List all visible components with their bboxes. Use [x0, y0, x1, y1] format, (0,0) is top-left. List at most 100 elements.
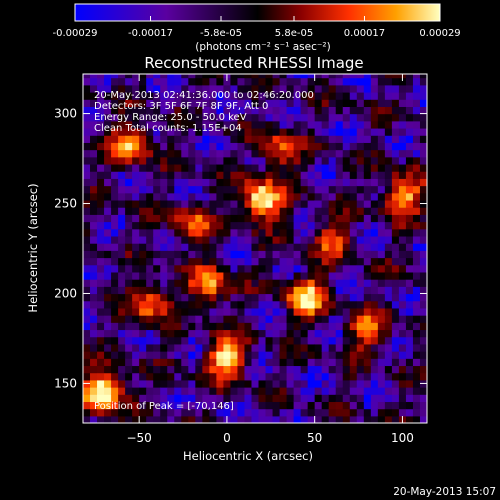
heatmap-cell [321, 358, 330, 367]
heatmap-cell [104, 163, 112, 172]
heatmap-cell [160, 401, 168, 410]
heatmap-cell [405, 408, 414, 417]
heatmap-cell [363, 84, 372, 93]
heatmap-cell [286, 379, 295, 388]
heatmap-cell [160, 149, 168, 158]
heatmap-cell [251, 192, 260, 201]
heatmap-cell [202, 77, 210, 86]
heatmap-cell [251, 135, 260, 143]
heatmap-cell [90, 77, 98, 86]
heatmap-cell [90, 293, 98, 302]
heatmap-cell [216, 300, 225, 309]
heatmap-cell [181, 300, 189, 309]
heatmap-cell [153, 279, 161, 287]
heatmap-cell [83, 415, 91, 423]
heatmap-cell [139, 106, 147, 115]
heatmap-cell [335, 336, 344, 345]
heatmap-cell [286, 74, 295, 79]
heatmap-cell [419, 120, 427, 129]
heatmap-cell [286, 343, 295, 352]
heatmap-cell [251, 322, 260, 331]
heatmap-cell [251, 271, 260, 280]
colorbar-unit-label: (photons cm⁻² s⁻¹ asec⁻²) [195, 41, 330, 53]
heatmap-cell [139, 307, 147, 316]
heatmap-cell [97, 372, 105, 381]
heatmap-cell [153, 84, 161, 93]
heatmap-cell [405, 214, 414, 223]
heatmap-cell [258, 221, 267, 230]
heatmap-cell [363, 199, 372, 208]
heatmap-cell [125, 322, 133, 331]
heatmap-cell [349, 171, 358, 179]
heatmap-cell [391, 286, 400, 295]
heatmap-cell [307, 163, 316, 172]
heatmap-cell [104, 315, 112, 323]
heatmap-cell [83, 264, 91, 273]
heatmap-cell [314, 228, 323, 237]
heatmap-cell [167, 401, 175, 410]
heatmap-cell [90, 358, 98, 367]
heatmap-cell [104, 365, 112, 374]
heatmap-cell [237, 178, 246, 187]
heatmap-cell [83, 214, 91, 223]
heatmap-cell [293, 171, 302, 179]
heatmap-cell [377, 207, 386, 215]
heatmap-cell [356, 379, 365, 388]
heatmap-cell [230, 185, 239, 194]
heatmap-cell [370, 257, 379, 266]
heatmap-cell [237, 329, 246, 338]
heatmap-cell [146, 293, 154, 302]
heatmap-cell [153, 343, 161, 352]
heatmap-cell [181, 408, 189, 417]
heatmap-cell [97, 74, 105, 79]
heatmap-cell [307, 408, 316, 417]
heatmap-cell [258, 171, 267, 179]
heatmap-cell [342, 329, 351, 338]
heatmap-cell [209, 315, 217, 323]
heatmap-cell [419, 408, 427, 417]
heatmap-cell [83, 74, 91, 79]
heatmap-cell [391, 99, 400, 107]
heatmap-cell [125, 135, 133, 143]
heatmap-cell [160, 171, 168, 179]
heatmap-cell [230, 207, 239, 215]
heatmap-cell [125, 84, 133, 93]
heatmap-cell [244, 149, 253, 158]
heatmap-cell [237, 106, 246, 115]
heatmap-cell [209, 228, 217, 237]
heatmap-cell [188, 351, 196, 359]
heatmap-cell [216, 286, 225, 295]
plot-frame [82, 73, 428, 424]
heatmap-cell [83, 358, 91, 367]
heatmap-cell [118, 379, 126, 388]
heatmap-cell [300, 293, 309, 302]
heatmap-cell [146, 214, 154, 223]
heatmap-cell [160, 74, 168, 79]
heatmap-cell [167, 264, 175, 273]
heatmap-cell [188, 163, 196, 172]
heatmap-cell [139, 315, 147, 323]
heatmap-cell [97, 343, 105, 352]
heatmap-cell [209, 185, 217, 194]
heatmap-cell [384, 74, 393, 79]
heatmap-cell [216, 307, 225, 316]
heatmap-cell [111, 163, 119, 172]
heatmap-cell [391, 243, 400, 251]
heatmap-cell [272, 322, 281, 331]
heatmap-cell [167, 343, 175, 352]
heatmap-cell [216, 358, 225, 367]
heatmap-cell [181, 120, 189, 129]
heatmap-cell [286, 192, 295, 201]
colorbar-tick-label: 0.00029 [419, 28, 460, 39]
heatmap-cell [335, 142, 344, 151]
heatmap-cell [83, 84, 91, 93]
heatmap-cell [258, 307, 267, 316]
heatmap-cell [300, 207, 309, 215]
heatmap-cell [160, 113, 168, 122]
heatmap-cell [167, 163, 175, 172]
heatmap-cell [216, 387, 225, 395]
heatmap-cell [90, 257, 98, 266]
heatmap-cell [314, 113, 323, 122]
heatmap-cell [223, 214, 232, 223]
heatmap-cell [251, 307, 260, 316]
